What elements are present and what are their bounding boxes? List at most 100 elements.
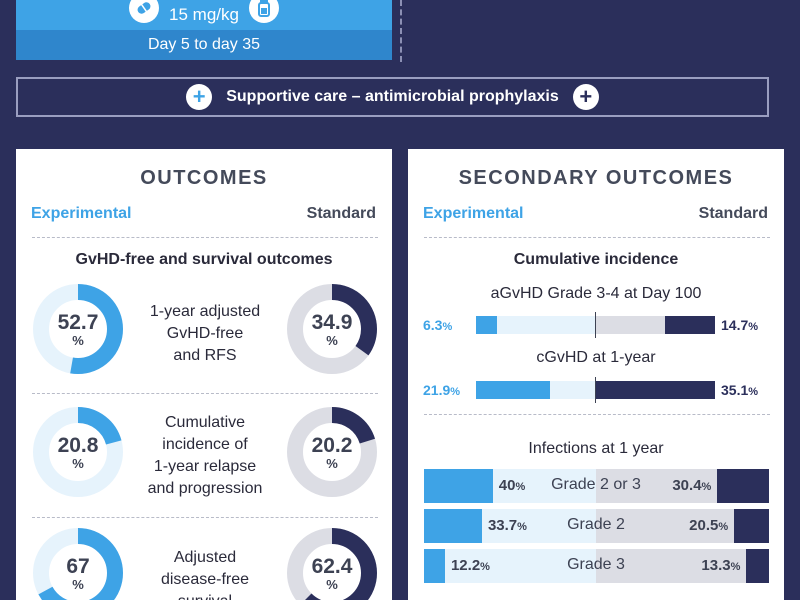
standard-value: 35.1%	[721, 382, 758, 398]
experimental-donut: 52.7%	[32, 283, 124, 375]
incidence-label: cGvHD at 1-year	[536, 349, 656, 366]
divider	[424, 414, 770, 415]
plus-icon[interactable]: +	[186, 84, 213, 110]
standard-bar	[665, 316, 715, 334]
percent-sign: %	[748, 321, 759, 333]
experimental-value: 40%	[499, 477, 525, 494]
value-number: 21.9	[423, 382, 451, 398]
infections-title: Infections at 1 year	[528, 440, 664, 457]
panel-title: SECONDARY OUTCOMES	[458, 167, 734, 189]
divider	[400, 0, 402, 62]
outcome-label-line: Adjusted	[173, 549, 237, 566]
experimental-value: 20.8	[57, 434, 99, 457]
experimental-donut-slice	[33, 407, 123, 497]
standard-donut-svg	[287, 407, 377, 497]
experimental-track	[424, 549, 596, 583]
percent-sign: %	[326, 333, 338, 348]
experimental-value: 21.9%	[423, 382, 460, 398]
center-tick	[595, 312, 596, 338]
divider	[424, 237, 770, 238]
outcome-label-line: GvHD-free	[166, 325, 244, 342]
experimental-bar	[476, 381, 551, 399]
experimental-bar	[424, 469, 493, 503]
incidence-label: aGvHD Grade 3-4 at Day 100	[490, 285, 702, 302]
outcome-label-line: and RFS	[173, 347, 237, 364]
value-number: 6.3	[423, 317, 443, 333]
divider	[32, 237, 378, 238]
percent-sign: %	[480, 561, 490, 573]
value-number: 35.1	[721, 382, 749, 398]
outcome-label: Cumulative incidence of 1-year relapse and …	[130, 412, 280, 500]
dose-text: 15 mg/kg	[169, 5, 239, 24]
experimental-value: 6.3%	[423, 317, 452, 333]
percent-sign: %	[730, 561, 741, 573]
experimental-donut: 67%	[32, 527, 124, 600]
experimental-bar	[424, 549, 445, 583]
percent-sign: %	[718, 521, 729, 533]
standard-value: 14.7%	[721, 317, 758, 333]
plus-icon[interactable]: +	[572, 84, 599, 110]
standard-value: 62.4	[311, 555, 353, 578]
outcome-label-line: disease-free	[160, 571, 250, 588]
standard-value: 13.3%	[701, 557, 740, 574]
experimental-donut-svg	[33, 407, 123, 497]
outcome-label: Adjusted disease-free survival	[130, 547, 280, 600]
percent-sign: %	[72, 333, 84, 348]
experimental-label: Experimental	[423, 205, 524, 222]
capsule-icon	[129, 0, 160, 23]
experimental-value: 33.7%	[488, 517, 527, 534]
standard-bar	[595, 381, 715, 399]
percent-sign: %	[72, 577, 84, 592]
percent-sign: %	[515, 481, 526, 493]
section-subtitle: Cumulative incidence	[513, 251, 679, 268]
standard-label: Standard	[306, 205, 376, 222]
standard-label: Standard	[698, 205, 768, 222]
outcome-label-line: 1-year adjusted	[149, 303, 261, 320]
infection-grade-label: Grade 2 or 3	[551, 476, 641, 493]
section-subtitle: GvHD-free and survival outcomes	[75, 251, 333, 268]
standard-value: 34.9	[311, 311, 353, 334]
schedule-row: Day 5 to day 35	[16, 30, 392, 60]
value-number: 13.3	[701, 557, 731, 574]
outcome-label-line: and progression	[147, 480, 263, 497]
standard-donut-slice	[287, 528, 377, 600]
experimental-bar	[424, 509, 482, 543]
dose-row: 15 mg/kg	[16, 0, 392, 30]
vial-icon	[248, 0, 279, 23]
experimental-value: 67	[66, 555, 90, 578]
percent-sign: %	[72, 456, 84, 471]
standard-bar	[717, 469, 769, 503]
standard-donut: 20.2%	[286, 406, 378, 498]
outcome-label-line: Cumulative	[164, 414, 246, 431]
experimental-donut-svg	[33, 284, 123, 374]
dosing-card: 15 mg/kg Day 5 to day 35	[16, 0, 392, 60]
experimental-donut-slice	[33, 284, 123, 374]
outcome-label-line: incidence of	[162, 436, 248, 453]
standard-donut: 62.4%	[286, 527, 378, 600]
standard-track	[596, 549, 769, 583]
experimental-value: 52.7	[57, 311, 99, 334]
outcome-label-line: 1-year relapse	[153, 458, 257, 475]
standard-donut: 34.9%	[286, 283, 378, 375]
value-number: 20.5	[689, 517, 719, 534]
percent-sign: %	[517, 521, 527, 533]
standard-donut-svg	[287, 284, 377, 374]
percent-sign: %	[326, 456, 338, 471]
supportive-care-label: Supportive care – antimicrobial prophyla…	[226, 88, 559, 105]
standard-donut-slice	[287, 284, 377, 374]
standard-bar	[746, 549, 769, 583]
experimental-bar	[476, 316, 498, 334]
experimental-donut-slice	[33, 528, 123, 600]
experimental-track	[476, 316, 595, 334]
experimental-donut: 20.8%	[32, 406, 124, 498]
standard-bar	[734, 509, 769, 543]
outcome-label: 1-year adjusted GvHD-free and RFS	[130, 301, 280, 367]
value-number: 30.4	[672, 477, 702, 494]
infection-grade-label: Grade 2	[567, 516, 625, 533]
experimental-label: Experimental	[31, 205, 132, 222]
value-number: 33.7	[487, 517, 518, 534]
experimental-value: 12.2%	[451, 557, 490, 574]
outcome-label-line: survival	[130, 591, 280, 600]
experimental-donut-svg	[33, 528, 123, 600]
value-number: 14.7	[721, 317, 749, 333]
